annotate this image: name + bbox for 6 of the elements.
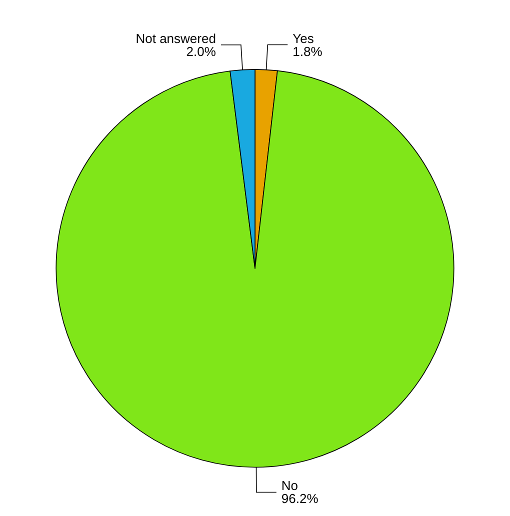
data-label: 2.0% [186,44,216,59]
data-label: 96.2% [281,491,319,506]
data-label: 1.8% [292,44,323,59]
slice-label: Yes [292,30,314,46]
slice-label: No [281,478,298,494]
slice-label: Not answered [136,30,216,46]
